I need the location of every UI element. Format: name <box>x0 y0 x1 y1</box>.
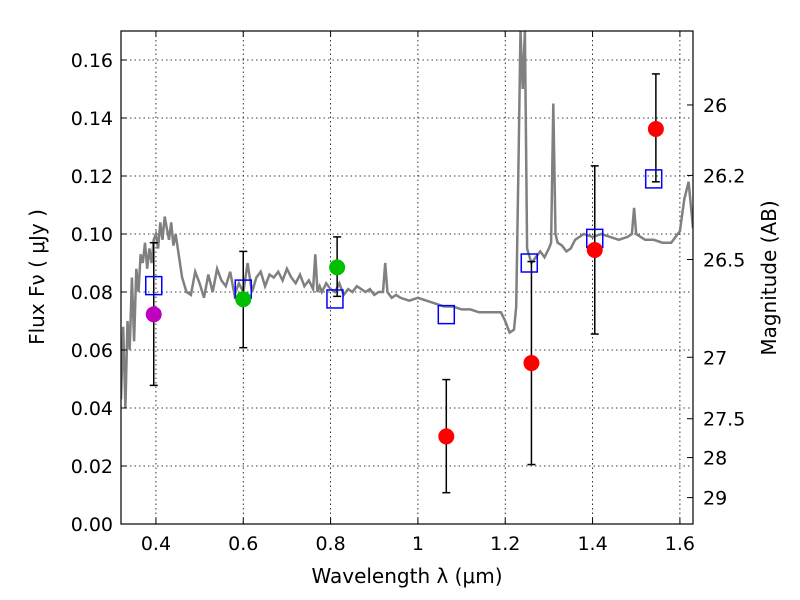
mag-tick-label: 27 <box>703 347 727 369</box>
y-tick-label: 0.14 <box>71 108 113 130</box>
y2-axis-label: Magnitude (AB) <box>757 200 781 355</box>
observed_red-point <box>586 241 603 258</box>
model-flux-square <box>437 304 456 325</box>
observed_red-point <box>523 355 540 372</box>
x-tick-label: 0.4 <box>141 533 171 555</box>
x-tick-label: 0.6 <box>228 533 258 555</box>
y-tick-label: 0.08 <box>71 282 113 304</box>
y-tick-label: 0.16 <box>71 50 113 72</box>
model-flux-square <box>520 253 539 273</box>
y-tick-label: 0.00 <box>71 514 113 536</box>
mag-tick-label: 28 <box>703 448 727 470</box>
observed_green-point <box>329 259 346 276</box>
observed_red-point <box>438 428 455 445</box>
y-axis-label: Flux Fν ( μJy ) <box>25 209 49 345</box>
grid-lines <box>121 31 693 525</box>
x-tick-label: 1.4 <box>577 533 607 555</box>
model-flux-square <box>644 169 663 189</box>
mag-tick-label: 29 <box>703 488 727 510</box>
observed_magenta-point <box>145 306 162 323</box>
x-tick-label: 1.6 <box>665 533 695 555</box>
y-tick-label: 0.10 <box>71 224 113 246</box>
observed_red-point <box>647 121 664 138</box>
x-tick-label: 1.2 <box>490 533 520 555</box>
model-flux-square <box>144 275 163 296</box>
y-tick-label: 0.02 <box>71 456 113 478</box>
plot-frame <box>120 30 694 525</box>
model-flux-square <box>326 289 344 309</box>
y-tick-label: 0.06 <box>71 340 113 362</box>
x-tick-label: 1 <box>412 533 424 555</box>
mag-tick-label: 26.5 <box>703 250 745 272</box>
y-tick-label: 0.04 <box>71 398 113 420</box>
x-tick-label: 0.8 <box>315 533 345 555</box>
mag-tick-label: 26 <box>703 95 727 117</box>
spectrum-line <box>121 31 693 409</box>
mag-tick-label: 27.5 <box>703 409 745 431</box>
observed_green-point <box>235 291 252 308</box>
y-tick-label: 0.12 <box>71 166 113 188</box>
axis-ticks: 0.4 0.6 0.8 1 1.2 1.4 1.6 0.00 0.02 0.04 0.06 0.08 0… <box>71 31 745 555</box>
x-axis-label: Wavelength λ (μm) <box>311 564 502 588</box>
mag-tick-label: 26.2 <box>703 165 745 187</box>
series-layer <box>121 31 693 494</box>
